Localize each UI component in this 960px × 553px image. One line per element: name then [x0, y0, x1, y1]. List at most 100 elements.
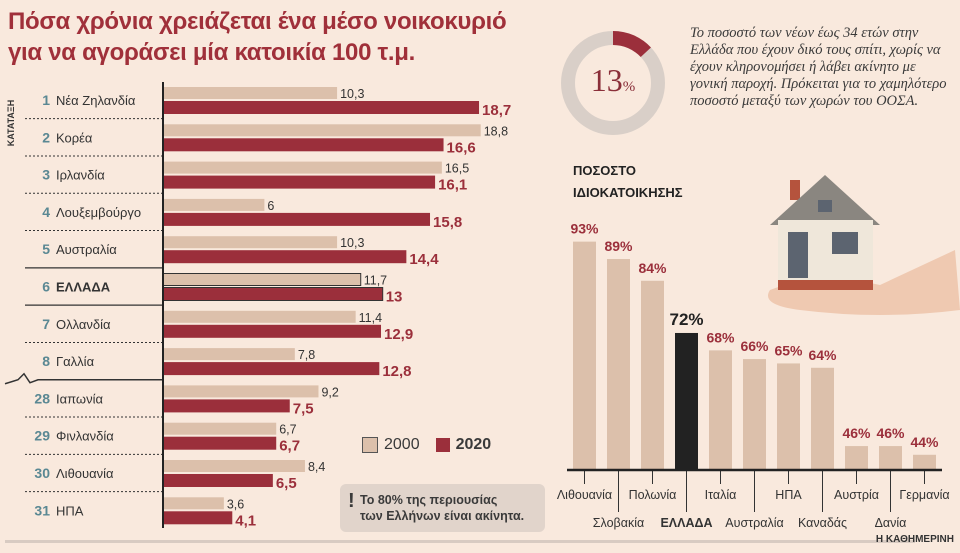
- ownership-value-label: 72%: [669, 310, 703, 329]
- ownership-category-label: ΗΠΑ: [775, 488, 802, 502]
- value-label-2020: 7,5: [293, 400, 314, 417]
- ownership-bar: [607, 259, 630, 470]
- rank-label: 29: [34, 428, 50, 444]
- value-label-2020: 12,8: [382, 363, 411, 380]
- axis-break-line: [4, 372, 163, 385]
- value-label-2020: 6,7: [279, 438, 300, 455]
- value-label-2000: 7,8: [298, 348, 315, 362]
- legend-swatch-2000: [362, 437, 378, 453]
- bar-2020: [163, 101, 480, 114]
- ownership-bar: [573, 241, 596, 470]
- country-label: Λουξεμβούργο: [56, 205, 141, 220]
- rank-label: 8: [42, 353, 50, 369]
- ownership-bar: [913, 454, 936, 470]
- country-label: Νέα Ζηλανδία: [56, 93, 136, 108]
- donut-fill: [561, 31, 665, 135]
- years-to-buy-chart: 1 Νέα Ζηλανδία 10,3 18,7 2 Κορέα 18,8 16,6 3 Ιρλα…: [4, 82, 511, 529]
- value-label-2020: 4,1: [235, 512, 256, 529]
- page-title: Πόσα χρόνια χρειάζεται ένα μέσο νοικοκυρ…: [8, 6, 507, 68]
- ownership-value-label: 46%: [876, 425, 905, 441]
- legend-swatch-2020: [435, 438, 450, 452]
- value-label-2020: 6,5: [276, 475, 297, 492]
- country-label: Φινλανδία: [56, 429, 114, 444]
- footer-divider: [5, 540, 915, 543]
- rank-label: 28: [34, 390, 50, 406]
- title-line-1: Πόσα χρόνια χρειάζεται ένα μέσο νοικοκυρ…: [8, 8, 507, 35]
- ownership-category-label: Δανία: [875, 516, 907, 530]
- ownership-bar: [675, 332, 698, 470]
- bar-2000: [163, 348, 295, 361]
- value-label-2000: 9,2: [321, 385, 338, 399]
- country-label: Ιρλανδία: [56, 168, 105, 183]
- value-label-2000: 6: [267, 199, 274, 213]
- bar-2020: [162, 287, 384, 301]
- rank-label: 7: [42, 316, 50, 332]
- house-icon: [770, 175, 880, 290]
- bar-2000: [163, 422, 277, 435]
- value-label-2000: 3,6: [227, 497, 244, 511]
- ownership-category-label: ΕΛΛΑΔΑ: [660, 516, 712, 530]
- ownership-category-label: Καναδάς: [798, 516, 847, 530]
- donut-value: 13%: [560, 62, 666, 99]
- ownership-value-label: 68%: [706, 329, 735, 345]
- ownership-bar: [777, 363, 800, 470]
- bar-2000: [163, 236, 338, 249]
- value-label-2000: 6,7: [279, 423, 296, 437]
- value-label-2020: 16,1: [438, 177, 467, 194]
- ownership-chart-title: ΠΟΣΟΣΤΟ ΙΔΙΟΚΑΤΟΙΚΗΣΗΣ: [573, 160, 683, 204]
- value-label-2020: 15,8: [433, 214, 462, 231]
- ownership-value-label: 93%: [570, 221, 599, 237]
- value-label-2020: 12,9: [384, 326, 413, 343]
- ownership-bar: [845, 446, 868, 470]
- ownership-bar: [709, 350, 732, 470]
- bar-2020: [163, 250, 407, 264]
- ownership-category-label: Αυστραλία: [725, 516, 783, 530]
- ownership-value-label: 84%: [638, 260, 667, 276]
- ownership-bar: [811, 367, 834, 470]
- rank-label: 6: [42, 279, 50, 295]
- value-label-2020: 16,6: [447, 139, 476, 156]
- value-label-2000: 8,4: [308, 460, 325, 474]
- rank-label: 1: [42, 92, 50, 108]
- bar-2020: [163, 399, 290, 413]
- blurb-text: Το ποσοστό των νέων έως 34 ετών στην Ελλ…: [690, 25, 947, 109]
- bar-2020: [163, 212, 431, 226]
- country-label: ΗΠΑ: [56, 503, 84, 518]
- bar-2000: [162, 273, 362, 286]
- note-line-1: Το 80% της περιουσίας: [360, 493, 498, 507]
- ownership-title-line-2: ΙΔΙΟΚΑΤΟΙΚΗΣΗΣ: [573, 185, 683, 200]
- legend-label-2000: 2000: [384, 436, 420, 453]
- country-label: Ιαπωνία: [56, 391, 103, 406]
- ownership-value-label: 65%: [774, 342, 803, 358]
- bar-2000: [163, 87, 338, 99]
- bar-2000: [163, 497, 224, 510]
- rank-label: 5: [42, 241, 50, 257]
- ownership-bar: [641, 280, 664, 470]
- ownership-category-label: Ιταλία: [705, 488, 737, 502]
- ownership-category-label: Πολωνία: [629, 488, 677, 502]
- country-label: Λιθουανία: [56, 466, 114, 481]
- bar-2020: [163, 511, 233, 525]
- bar-2000: [163, 385, 319, 398]
- country-label: Ολλανδία: [56, 317, 111, 332]
- ownership-title-line-1: ΠΟΣΟΣΤΟ: [573, 163, 637, 178]
- publisher-logo: Η ΚΑΘΗΜΕΡΙΝΗ: [875, 534, 954, 545]
- value-label-2020: 14,4: [409, 251, 439, 268]
- ownership-value-label: 44%: [910, 434, 939, 450]
- bar-2000: [163, 198, 265, 211]
- rank-label: 3: [42, 167, 50, 183]
- ownership-value-label: 46%: [842, 425, 871, 441]
- ownership-value-label: 64%: [808, 347, 837, 363]
- bar-2020: [163, 436, 277, 450]
- bar-2000: [163, 460, 305, 472]
- house-in-hand-illustration: [768, 175, 960, 315]
- value-label-2000: 10,3: [340, 87, 364, 101]
- value-label-2000: 11,4: [359, 311, 382, 325]
- rank-label: 2: [42, 129, 50, 145]
- value-label-2000: 16,5: [445, 162, 469, 176]
- bar-2000: [163, 161, 442, 174]
- value-label-2020: 18,7: [482, 102, 511, 119]
- value-label-2020: 13: [386, 289, 403, 306]
- note-box: ! Το 80% της περιουσίας των Ελλήνων είνα…: [340, 484, 545, 532]
- title-line-2: για να αγοράσει μία κατοικία 100 τ.μ.: [8, 39, 416, 66]
